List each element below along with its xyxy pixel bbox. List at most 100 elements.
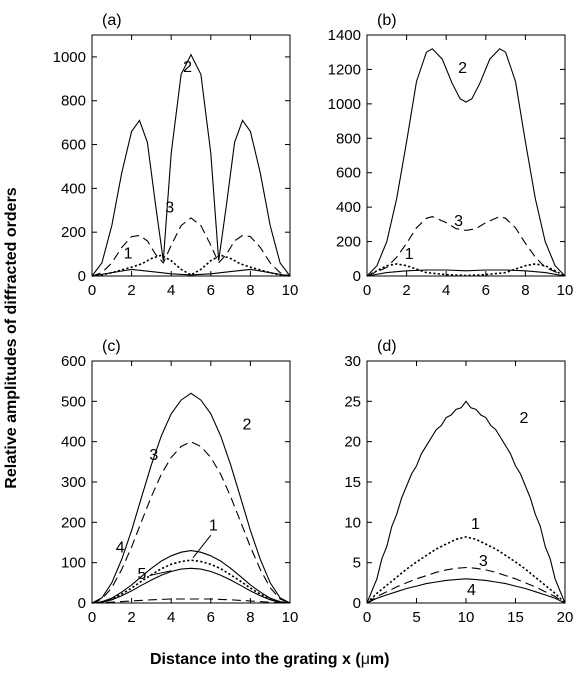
series-line-3 — [366, 216, 566, 277]
curve-label: 5 — [138, 566, 147, 583]
panel-d: (d) 0 5 10 15 20 0 5 10 15 20 25 30 2 1 34 — [344, 338, 573, 626]
x-axis-label-mu: μ — [361, 651, 370, 668]
series-line-3 — [91, 441, 291, 604]
y-tick-label: 0 — [353, 268, 361, 285]
y-tick-label: 800 — [61, 93, 86, 110]
curve-label: 2 — [242, 417, 251, 434]
curve-label: 1 — [471, 516, 480, 533]
x-tick-label: 10 — [282, 609, 299, 626]
x-axis-label-end: m) — [370, 651, 390, 668]
x-tick-label: 0 — [88, 282, 96, 299]
x-tick-label: 4 — [442, 282, 450, 299]
plot-frame — [91, 34, 291, 277]
y-tick-label: 200 — [61, 514, 86, 531]
curve-label: 2 — [183, 59, 192, 76]
x-axis-label-main: Distance into the grating x ( — [150, 651, 361, 668]
y-tick-label: 5 — [353, 555, 361, 572]
y-tick-label: 30 — [344, 353, 361, 370]
panel-label: (a) — [102, 12, 122, 29]
series-line-1 — [366, 263, 566, 277]
y-tick-label: 400 — [61, 180, 86, 197]
x-tick-label: 2 — [402, 282, 410, 299]
series-line-unlabeled — [366, 269, 566, 277]
y-tick-label: 0 — [78, 595, 86, 612]
y-tick-label: 600 — [61, 137, 86, 154]
pointer-arrow-5 — [149, 570, 172, 577]
x-tick-label: 10 — [458, 609, 475, 626]
series-line-unlabeled — [91, 268, 291, 277]
y-axis-label: Relative amplitudes of diffracted orders — [3, 187, 20, 489]
y-tick-label: 1000 — [328, 96, 361, 113]
x-tick-label: 2 — [127, 282, 135, 299]
y-tick-label: 100 — [61, 555, 86, 572]
y-tick-label: 400 — [336, 199, 361, 216]
y-tick-label: 0 — [78, 268, 86, 285]
x-tick-label: 20 — [557, 609, 574, 626]
y-tick-label: 10 — [344, 514, 361, 531]
y-tick-label: 200 — [61, 224, 86, 241]
x-tick-label: 6 — [207, 282, 215, 299]
y-tick-label: 500 — [61, 393, 86, 410]
y-tick-label: 25 — [344, 393, 361, 410]
series-line-2 — [366, 48, 566, 277]
x-tick-label: 15 — [507, 609, 524, 626]
y-tick-label: 20 — [344, 434, 361, 451]
y-tick-label: 1200 — [328, 61, 361, 78]
y-tick-label: 400 — [61, 434, 86, 451]
curve-label: 3 — [479, 553, 488, 570]
plot-frame — [366, 360, 566, 604]
x-tick-label: 6 — [482, 282, 490, 299]
curve-label: 1 — [405, 246, 414, 263]
curve-label: 3 — [149, 447, 158, 464]
y-tick-label: 0 — [353, 595, 361, 612]
curve-label: 1 — [124, 245, 133, 262]
y-tick-label: 200 — [336, 234, 361, 251]
curve-label: 3 — [454, 213, 463, 230]
x-tick-label: 8 — [246, 282, 254, 299]
curve-label: 2 — [458, 60, 467, 77]
curve-label: 4 — [467, 582, 476, 599]
series-line-2 — [91, 53, 291, 277]
x-tick-label: 8 — [246, 609, 254, 626]
series-line-2 — [366, 400, 566, 604]
y-tick-label: 1000 — [53, 49, 86, 66]
y-tick-label: 300 — [61, 474, 86, 491]
x-tick-label: 0 — [363, 282, 371, 299]
series-line-5 — [91, 567, 291, 604]
x-tick-label: 6 — [207, 609, 215, 626]
panel-label: (d) — [377, 338, 397, 355]
series-line-unlabeled — [91, 598, 291, 604]
series-line-3 — [91, 217, 291, 277]
x-tick-label: 2 — [127, 609, 135, 626]
panel-label: (c) — [102, 338, 121, 355]
pointer-arrow-1 — [192, 534, 212, 559]
series-line-1 — [91, 559, 291, 604]
plot-frame — [91, 360, 291, 604]
x-tick-label: 8 — [521, 282, 529, 299]
x-tick-label: 4 — [167, 282, 175, 299]
y-tick-label: 1400 — [328, 27, 361, 44]
series-line-1 — [91, 254, 291, 277]
y-tick-label: 600 — [61, 353, 86, 370]
x-axis-label: Distance into the grating x (μm) — [150, 651, 389, 668]
y-tick-label: 600 — [336, 165, 361, 182]
panel-label: (b) — [377, 12, 397, 29]
y-tick-label: 800 — [336, 130, 361, 147]
series-line-1 — [366, 536, 566, 604]
series-line-3 — [366, 566, 566, 604]
x-tick-label: 10 — [557, 282, 574, 299]
curve-label: 1 — [209, 517, 218, 534]
curve-label: 3 — [165, 199, 174, 216]
series-line-4 — [91, 550, 291, 604]
x-tick-label: 0 — [88, 609, 96, 626]
panel-a: (a) 0 2 4 6 8 10 0 200 400 600 800 1000 2 3 1 — [53, 12, 299, 299]
x-tick-label: 4 — [167, 609, 175, 626]
panel-b: (b) 0 2 4 6 8 10 0 200 400 600 800 1000 1200 1400 2 3 1 — [328, 12, 574, 299]
curve-label: 4 — [116, 540, 125, 557]
series-line-2 — [91, 392, 291, 604]
x-tick-label: 0 — [363, 609, 371, 626]
curve-label: 2 — [519, 410, 528, 427]
x-tick-label: 5 — [412, 609, 420, 626]
